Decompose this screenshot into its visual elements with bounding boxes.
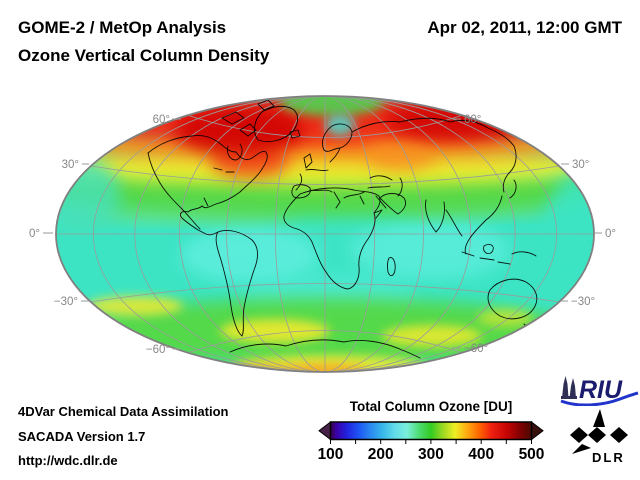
colorbar-tick-300: 300 — [417, 446, 444, 463]
map-rim — [55, 95, 595, 373]
lat-label-right-0: 0° — [605, 228, 616, 240]
timestamp: Apr 02, 2011, 12:00 GMT — [427, 18, 622, 37]
page-subtitle: Ozone Vertical Column Density — [18, 46, 270, 65]
colorbar-arrow-left — [318, 420, 331, 441]
riu-logo: RIU — [560, 376, 639, 406]
dlr-logo: DLR — [570, 409, 628, 465]
credits-block: 4DVar Chemical Data Assimilation SACADA … — [18, 400, 229, 474]
lat-label-right-m60: −60° — [464, 343, 488, 355]
latitude-labels: 60° 30° 0° −30° −60° 60° 30° 0° −30° −60… — [29, 114, 616, 356]
colorbar-arrow-right — [531, 420, 544, 441]
colorbar-tick-labels: 100 200 300 400 500 — [317, 446, 545, 466]
lat-label-left-60: 60° — [153, 114, 170, 126]
lat-label-left-m60: −60° — [146, 344, 170, 356]
lat-label-right-m30: −30° — [571, 296, 595, 308]
colorbar-tick-100: 100 — [317, 446, 344, 463]
colorbar: Total Column Ozone [DU] — [317, 399, 545, 471]
credits-line-version: SACADA Version 1.7 — [18, 428, 146, 444]
lat-label-left-m30: −30° — [54, 296, 78, 308]
colorbar-title: Total Column Ozone [DU] — [349, 399, 513, 414]
riu-swoosh — [560, 391, 639, 406]
colorbar-minor-ticks — [330, 440, 532, 444]
page-title: GOME-2 / MetOp Analysis — [18, 18, 227, 37]
lat-label-left-0: 0° — [29, 228, 40, 240]
colorbar-tick-200: 200 — [367, 446, 394, 463]
dlr-emblem-icon — [570, 409, 628, 454]
credits-line-assimilation: 4DVar Chemical Data Assimilation — [18, 404, 229, 419]
lat-label-right-60: 60° — [464, 114, 481, 126]
colorbar-tick-500: 500 — [518, 446, 545, 463]
credits-line-url: http://wdc.dlr.de — [18, 453, 118, 468]
cathedral-icon — [561, 376, 577, 399]
lat-label-left-30: 30° — [62, 159, 79, 171]
dlr-logo-text: DLR — [592, 450, 625, 465]
graticule — [56, 96, 594, 372]
colorbar-gradient — [318, 420, 544, 444]
lat-label-right-30: 30° — [572, 159, 589, 171]
colorbar-tick-400: 400 — [468, 446, 495, 463]
